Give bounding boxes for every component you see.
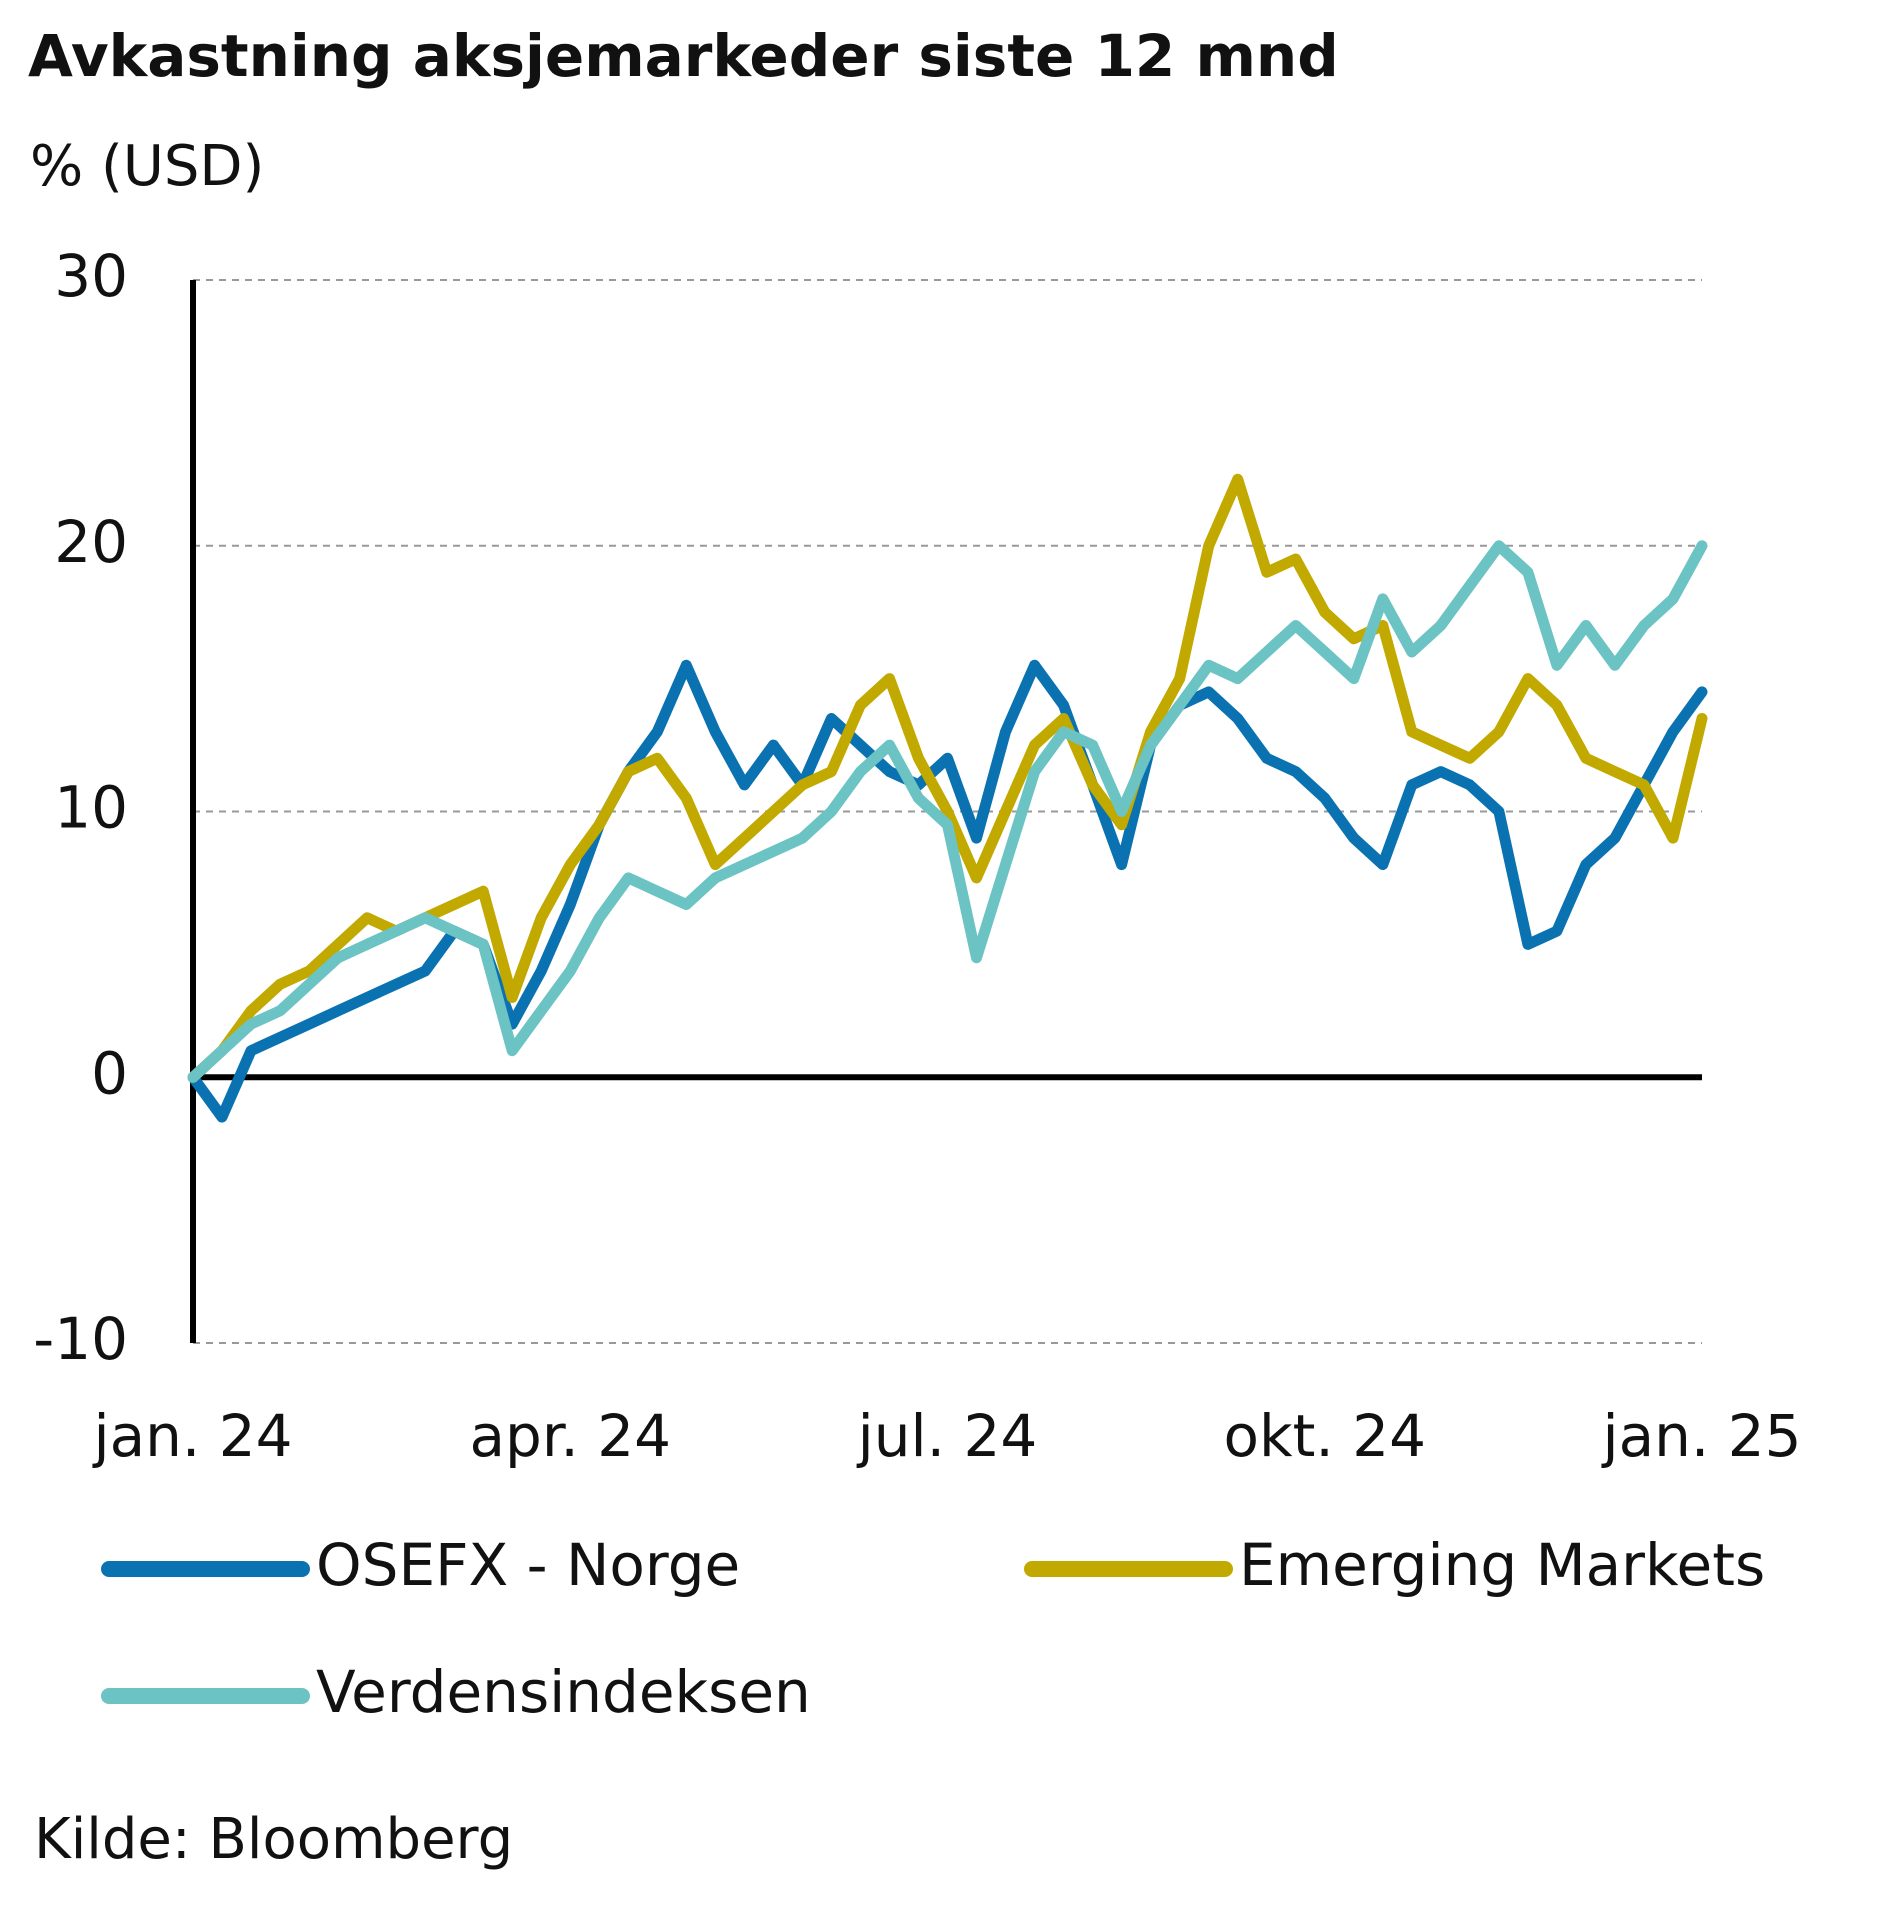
series-line bbox=[187, 540, 1708, 1083]
x-tick-label: okt. 24 bbox=[1224, 1402, 1427, 1470]
y-axis-label: % (USD) bbox=[30, 134, 264, 199]
x-tick-label: jul. 24 bbox=[856, 1402, 1038, 1470]
y-tick-label: 20 bbox=[54, 508, 128, 576]
x-tick-label: apr. 24 bbox=[469, 1402, 671, 1470]
y-tick-label: 10 bbox=[54, 774, 128, 842]
x-tick-label: jan. 25 bbox=[1600, 1402, 1801, 1470]
series-line bbox=[187, 659, 1708, 1123]
series-line bbox=[187, 473, 1708, 1083]
legend-label: OSEFX - Norge bbox=[316, 1531, 740, 1599]
y-tick-label: 30 bbox=[54, 242, 128, 310]
legend-label: Emerging Markets bbox=[1239, 1531, 1765, 1599]
y-tick-label: 0 bbox=[91, 1039, 128, 1107]
legend-label: Verdensindeksen bbox=[316, 1658, 811, 1726]
y-tick-label: -10 bbox=[33, 1305, 128, 1373]
x-tick-label: jan. 24 bbox=[91, 1402, 292, 1470]
chart-title: Avkastning aksjemarkeder siste 12 mnd bbox=[28, 22, 1339, 90]
source: Kilde: Bloomberg bbox=[34, 1807, 513, 1872]
